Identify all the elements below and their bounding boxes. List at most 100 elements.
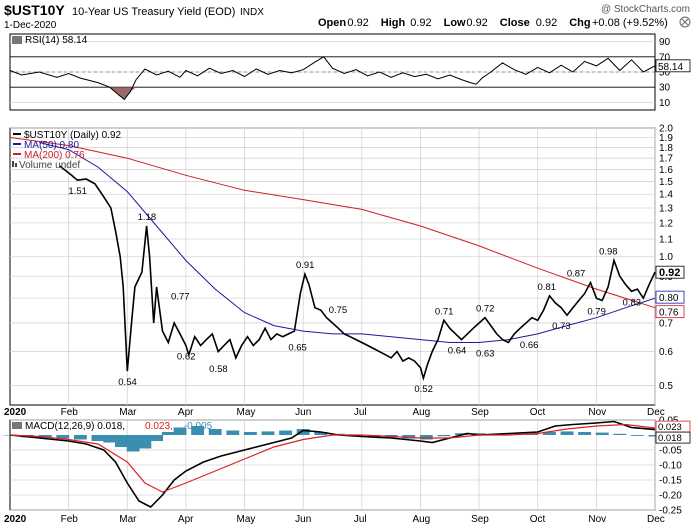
macd-legend-value: -0.005: [184, 421, 213, 432]
price-month-label: Aug: [412, 407, 430, 418]
price-annotation: 0.72: [476, 304, 495, 315]
price-tick-label: 2.0: [659, 124, 673, 135]
macd-tick-label: -0.20: [659, 491, 682, 502]
macd-legend-value: MACD(12,26,9) 0.018,: [25, 421, 125, 432]
price-month-label: Mar: [119, 407, 137, 418]
ohlc-label: Open: [318, 17, 346, 29]
macd-histogram-bar: [226, 430, 240, 435]
price-tick-label: 1.9: [659, 133, 673, 144]
price-month-label: Feb: [61, 407, 79, 418]
macd-histogram-bar: [455, 433, 468, 435]
macd-month-label: Feb: [61, 514, 79, 525]
rsi-tick-label: 10: [659, 98, 671, 109]
macd-histogram-bar: [138, 435, 152, 449]
price-tick-label: 1.1: [659, 235, 673, 246]
ohlc-label: Close: [500, 17, 530, 29]
price-annotation: 0.79: [587, 306, 606, 317]
macd-tick-label: -0.25: [659, 506, 682, 517]
macd-month-label: Dec: [647, 514, 665, 525]
macd-series-macd: [9, 420, 656, 508]
price-tick-label: 1.7: [659, 154, 673, 165]
macd-histogram-bar: [595, 432, 609, 435]
price-series-ma200: [9, 137, 656, 309]
price-annotation: 1.18: [138, 212, 157, 223]
macd-tick-label: -0.15: [659, 476, 682, 487]
price-legend-swatch: [15, 163, 17, 167]
price-annotation: 0.52: [414, 384, 433, 395]
price-tick-label: 1.8: [659, 143, 673, 154]
macd-histogram-bar: [296, 429, 310, 435]
macd-series-signal: [9, 423, 656, 493]
exchange-label: INDX: [240, 7, 264, 18]
price-annotation: 0.73: [552, 321, 571, 332]
macd-histogram-bar: [578, 432, 592, 435]
price-month-label: Oct: [530, 407, 546, 418]
macd-histogram-bar: [173, 427, 187, 435]
price-last-value-box: [655, 290, 685, 304]
price-month-label: 2020: [4, 407, 27, 418]
price-annotation: 0.63: [476, 349, 495, 360]
macd-histogram-bar: [150, 435, 164, 441]
price-tick-label: 0.6: [659, 347, 673, 358]
price-annotation: 0.58: [209, 364, 228, 375]
price-annotation: 0.81: [538, 282, 557, 293]
ohlc-label: High: [381, 17, 406, 29]
macd-histogram-bar: [279, 430, 293, 435]
price-frame: [9, 127, 656, 406]
macd-tick-label: -0.10: [659, 461, 682, 472]
close-panel-icon: [679, 16, 691, 28]
price-legend-label: Volume undef: [19, 160, 80, 171]
macd-histogram-bar: [314, 432, 328, 435]
macd-month-label: May: [237, 514, 256, 525]
macd-histogram-bar: [419, 435, 433, 440]
macd-histogram-bar: [261, 431, 275, 435]
macd-month-label: 2020: [4, 514, 27, 525]
price-last-value: 0.80: [659, 293, 679, 304]
price-legend-label: MA(50) 0.80: [24, 140, 79, 151]
macd-histogram-bar: [437, 435, 451, 437]
price-series-ust10y: [59, 165, 656, 382]
price-annotation: 0.83: [623, 297, 642, 308]
price-month-label: Apr: [178, 407, 194, 418]
price-legend-swatch: [12, 161, 14, 167]
macd-month-label: Nov: [588, 514, 606, 525]
price-tick-label: 1.6: [659, 165, 673, 176]
macd-histogram-bar: [543, 432, 556, 435]
macd-last-value: 0.023: [658, 422, 682, 433]
rsi-line: [9, 56, 656, 101]
macd-month-label: Jun: [295, 514, 311, 525]
price-annotation: 0.64: [448, 346, 467, 357]
price-tick-label: 1.3: [659, 203, 673, 214]
macd-histogram-bar: [648, 435, 662, 437]
price-annotation: 0.66: [520, 340, 539, 351]
symbol-title: $UST10Y: [4, 2, 65, 18]
rsi-legend-label: RSI(14) 58.14: [25, 35, 88, 46]
price-month-label: Jul: [354, 407, 367, 418]
rsi-last-value-box: [655, 59, 691, 73]
macd-histogram-bar: [472, 433, 486, 435]
price-annotation: 0.65: [288, 343, 307, 354]
price-annotation: 0.98: [599, 246, 618, 257]
macd-month-label: Mar: [119, 514, 137, 525]
price-last-value: 0.92: [659, 267, 680, 279]
ohlc-value: 0.92: [466, 17, 487, 29]
price-month-label: Jun: [295, 407, 311, 418]
price-annotation: 0.75: [329, 305, 348, 316]
macd-legend-swatch: [12, 422, 22, 429]
price-annotation: 0.77: [171, 291, 190, 302]
price-last-value-box: [655, 305, 685, 319]
symbol-description: 10-Year US Treasury Yield (EOD): [72, 6, 235, 18]
ohlc-label: Chg: [569, 17, 590, 29]
price-panel: 0.50.60.70.80.91.01.11.21.31.41.51.61.71…: [4, 124, 685, 418]
price-annotation: 0.91: [296, 260, 315, 271]
price-tick-label: 0.5: [659, 381, 673, 392]
macd-histogram-bar: [126, 435, 140, 452]
macd-panel: 0.05-0.05-0.10-0.15-0.20-0.252020FebMarA…: [3, 416, 691, 525]
macd-histogram-bar: [56, 435, 70, 439]
macd-histogram-bar: [208, 429, 222, 435]
macd-histogram-bar: [91, 435, 105, 441]
price-last-value: 0.76: [659, 308, 679, 319]
macd-last-value: 0.018: [658, 433, 682, 444]
price-tick-label: 1.2: [659, 218, 673, 229]
rsi-tick-label: 90: [659, 37, 671, 48]
